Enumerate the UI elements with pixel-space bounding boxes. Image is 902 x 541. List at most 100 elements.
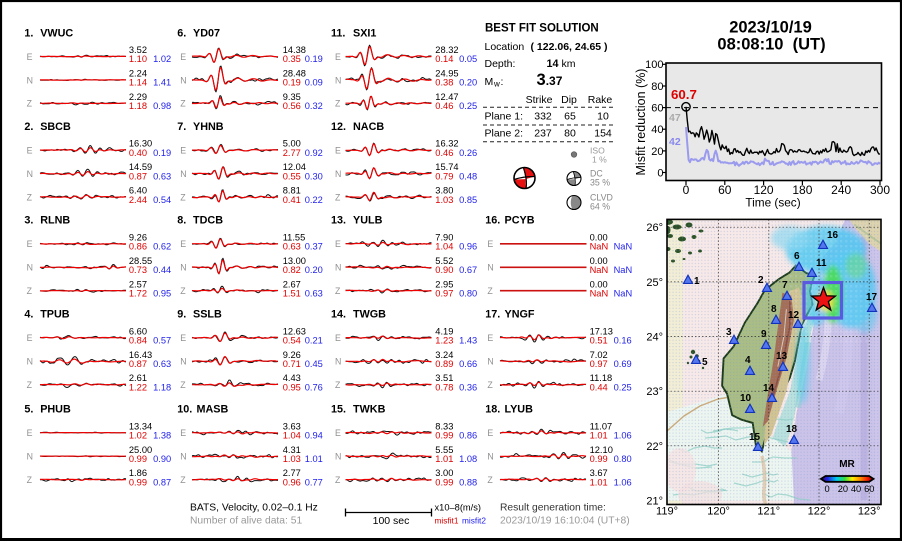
svg-text:0.96: 0.96	[283, 477, 301, 487]
svg-text::: :	[501, 76, 504, 88]
svg-text:Z: Z	[180, 192, 186, 202]
svg-text:14: 14	[763, 383, 775, 394]
svg-text:YHNB: YHNB	[193, 121, 224, 133]
svg-text:0.80: 0.80	[459, 289, 477, 299]
svg-text:0.77: 0.77	[305, 477, 323, 487]
svg-text:NaN: NaN	[590, 265, 609, 275]
svg-text:24°: 24°	[646, 332, 663, 344]
svg-text:1.04: 1.04	[283, 431, 301, 441]
svg-text:7.02: 7.02	[590, 350, 608, 360]
svg-text:1.: 1.	[24, 27, 33, 39]
svg-text:1.01: 1.01	[590, 431, 608, 441]
svg-text:0.99: 0.99	[590, 454, 608, 464]
svg-text:E: E	[180, 239, 186, 249]
svg-text:0.95: 0.95	[153, 289, 171, 299]
svg-text:17.13: 17.13	[590, 326, 613, 336]
svg-text:12: 12	[788, 310, 800, 321]
svg-text:E: E	[335, 52, 341, 62]
svg-text:2.77: 2.77	[283, 468, 301, 478]
svg-text:km: km	[562, 58, 576, 70]
svg-text:154: 154	[594, 127, 612, 139]
svg-text:1.08: 1.08	[459, 454, 477, 464]
svg-text:0.97: 0.97	[590, 359, 608, 369]
svg-text:Z: Z	[27, 475, 33, 485]
svg-text:0.63: 0.63	[153, 171, 171, 181]
svg-text:1.51: 1.51	[283, 289, 301, 299]
svg-text:0.87: 0.87	[129, 359, 147, 369]
svg-text:12.63: 12.63	[283, 326, 306, 336]
svg-text:1.02: 1.02	[129, 431, 147, 441]
svg-text:40: 40	[651, 124, 663, 136]
svg-text:PHUB: PHUB	[40, 404, 71, 416]
svg-text:Z: Z	[27, 99, 33, 109]
svg-text:0.41: 0.41	[283, 195, 301, 205]
svg-text:NaN: NaN	[614, 289, 633, 299]
svg-text:17.: 17.	[485, 309, 500, 321]
svg-text:0.98: 0.98	[153, 101, 171, 111]
svg-text:100: 100	[645, 59, 663, 71]
svg-text:0.87: 0.87	[153, 477, 171, 487]
svg-text:VWUC: VWUC	[40, 27, 73, 39]
svg-text:Z: Z	[335, 99, 341, 109]
svg-text:25°: 25°	[646, 277, 663, 289]
svg-text:Z: Z	[335, 286, 341, 296]
svg-text:0.38: 0.38	[435, 78, 453, 88]
svg-text:24.95: 24.95	[435, 69, 458, 79]
svg-text:Z: Z	[335, 192, 341, 202]
svg-text:0.19: 0.19	[153, 148, 171, 158]
svg-text:N: N	[180, 169, 186, 179]
svg-text:2.77: 2.77	[283, 148, 301, 158]
svg-text:0.85: 0.85	[459, 195, 477, 205]
svg-text:2.: 2.	[24, 121, 33, 133]
svg-text:Location: Location	[485, 41, 525, 53]
svg-text:20: 20	[838, 484, 848, 494]
svg-text:11.: 11.	[331, 27, 345, 39]
svg-text:0.89: 0.89	[435, 359, 453, 369]
svg-text:E: E	[180, 428, 186, 438]
svg-text:1.38: 1.38	[153, 431, 171, 441]
svg-text:E: E	[487, 333, 493, 343]
svg-text:E: E	[335, 333, 341, 343]
svg-text:0.25: 0.25	[459, 101, 477, 111]
svg-text:3.67: 3.67	[590, 468, 608, 478]
svg-text:NACB: NACB	[353, 121, 384, 133]
svg-text:3.51: 3.51	[435, 373, 453, 383]
svg-text:N: N	[27, 357, 33, 367]
svg-text:2023/10/19: 2023/10/19	[729, 19, 812, 37]
svg-text:1.10: 1.10	[129, 54, 147, 64]
svg-text:28.32: 28.32	[435, 45, 458, 55]
svg-text:Z: Z	[27, 192, 33, 202]
svg-text:0.69: 0.69	[614, 359, 632, 369]
svg-text:2.44: 2.44	[129, 195, 147, 205]
svg-text:2.24: 2.24	[129, 69, 147, 79]
svg-text:0.99: 0.99	[129, 477, 147, 487]
svg-text:13.34: 13.34	[129, 421, 152, 431]
svg-text:64 %: 64 %	[590, 202, 610, 212]
svg-text:9.: 9.	[177, 309, 186, 321]
svg-text:14.38: 14.38	[283, 45, 306, 55]
svg-text:3.37: 3.37	[537, 71, 563, 89]
svg-text:21°: 21°	[646, 496, 663, 508]
svg-text:7.: 7.	[177, 121, 186, 133]
svg-text:x10–8(m/s): x10–8(m/s)	[435, 503, 482, 513]
svg-text:12.04: 12.04	[283, 162, 306, 172]
svg-text:SXI1: SXI1	[353, 27, 376, 39]
svg-text:11: 11	[816, 258, 827, 269]
svg-text:E: E	[27, 239, 33, 249]
svg-text:0.95: 0.95	[283, 382, 301, 392]
svg-text:E: E	[335, 146, 341, 156]
svg-text:80: 80	[564, 127, 576, 139]
svg-text:NaN: NaN	[614, 265, 633, 275]
svg-text:0.37: 0.37	[305, 242, 323, 252]
svg-text:E: E	[487, 428, 493, 438]
svg-text:0.63: 0.63	[153, 359, 171, 369]
svg-text:N: N	[27, 452, 33, 462]
svg-text:0.54: 0.54	[153, 195, 171, 205]
svg-text:12.47: 12.47	[435, 92, 458, 102]
svg-text:0: 0	[657, 167, 663, 179]
svg-text:YULB: YULB	[353, 215, 383, 227]
svg-text:1.06: 1.06	[614, 477, 632, 487]
svg-text:4.43: 4.43	[283, 373, 301, 383]
svg-text:0.87: 0.87	[129, 171, 147, 181]
svg-text:5.52: 5.52	[435, 256, 453, 266]
